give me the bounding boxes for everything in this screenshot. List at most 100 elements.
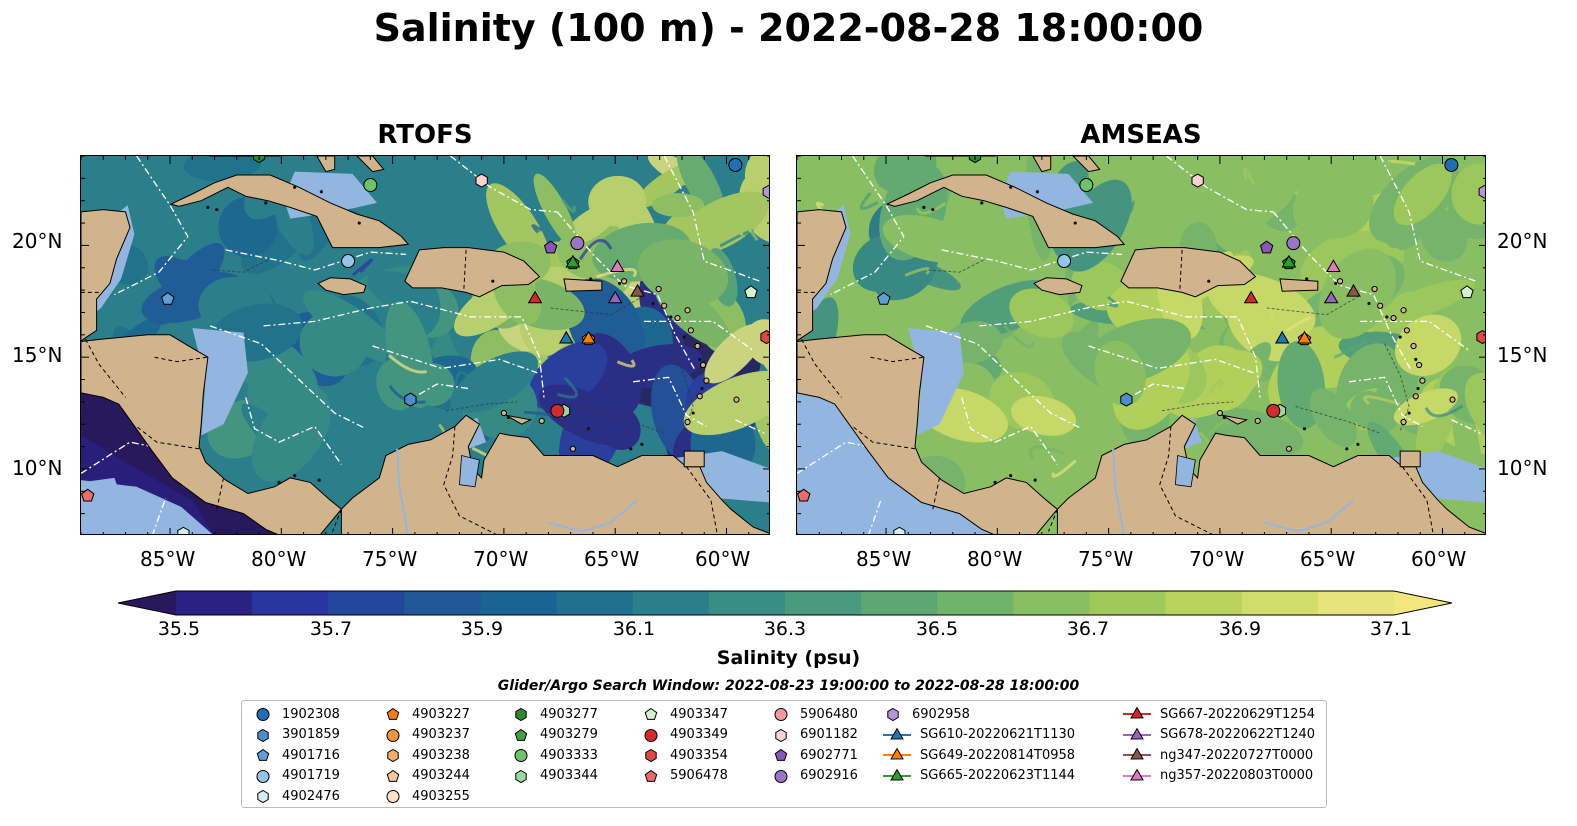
platform-marker-4903349[interactable] [1266, 403, 1281, 418]
legend-marker[interactable] [256, 708, 270, 721]
platform-marker-3901859[interactable] [1120, 392, 1133, 407]
amseas-map[interactable] [796, 155, 1486, 535]
legend-marker[interactable] [256, 748, 270, 761]
legend-marker[interactable] [1130, 747, 1144, 760]
coastal-reef [1398, 335, 1402, 339]
legend-marker[interactable] [386, 728, 400, 742]
platform-marker-4903354[interactable] [1476, 330, 1486, 345]
legend-marker[interactable] [775, 728, 787, 742]
salinity-filament [1424, 404, 1464, 418]
legend-marker[interactable] [386, 707, 400, 720]
platform-marker-4903349[interactable] [550, 403, 565, 418]
legend-label: 4903354 [670, 747, 728, 763]
search-window-caption: Glider/Argo Search Window: 2022-08-23 19… [497, 678, 1080, 694]
legend-marker[interactable] [774, 769, 788, 783]
platform-marker-6902771[interactable] [543, 240, 558, 254]
coastal-reef [1222, 415, 1226, 420]
platform-marker-4902476[interactable] [177, 526, 190, 535]
platform-marker-5906478[interactable] [797, 488, 811, 502]
legend-label: 6902771 [800, 747, 858, 763]
legend-marker[interactable] [890, 747, 904, 760]
platform-marker-SG649-20220814T0958[interactable] [1297, 330, 1312, 344]
platform-marker-6902958[interactable] [1478, 184, 1486, 199]
legend-marker-hexagon-icon [515, 707, 527, 722]
salinity-filament [616, 359, 636, 368]
legend-marker[interactable] [257, 789, 269, 804]
legend-marker[interactable] [386, 769, 400, 782]
legend-marker[interactable] [257, 728, 269, 742]
rtofs-map[interactable] [80, 155, 770, 535]
platform-marker-4903354[interactable] [760, 330, 770, 345]
legend-marker[interactable] [256, 769, 270, 783]
salinity-filament [561, 199, 576, 213]
coastal-reef [1385, 315, 1389, 319]
legend-marker[interactable] [774, 708, 788, 721]
platform-marker-6902958[interactable] [762, 184, 770, 199]
platform-marker-4903333[interactable] [1079, 178, 1094, 193]
salinity-filament [1333, 340, 1367, 359]
platform-marker-4903347[interactable] [1460, 285, 1474, 299]
legend-marker[interactable] [1130, 768, 1144, 781]
legend-marker[interactable] [515, 707, 527, 722]
coastal-reef [293, 474, 297, 478]
island [684, 307, 691, 314]
legend-marker[interactable] [890, 768, 904, 781]
platform-marker-SG678-20220622T1240[interactable] [1323, 290, 1339, 304]
coastal-reef [1414, 357, 1418, 362]
coastal-reef [993, 480, 997, 484]
platform-marker-SG610-20220621T1130[interactable] [1274, 330, 1290, 344]
platform-marker-4903347[interactable] [744, 285, 758, 299]
legend-marker[interactable] [644, 707, 658, 720]
platform-marker-ng347-20220727T0000[interactable] [1346, 283, 1361, 297]
legend-marker[interactable] [514, 749, 528, 762]
platform-marker-4903333[interactable] [363, 178, 378, 193]
platform-marker-ng347-20220727T0000[interactable] [630, 283, 645, 297]
platform-marker-1902308[interactable] [1444, 157, 1459, 172]
salinity-eddy [1094, 340, 1146, 406]
legend-marker[interactable] [1130, 727, 1144, 740]
land-cuba [885, 174, 1126, 249]
country-border [801, 339, 842, 398]
platform-marker-6901182[interactable] [1191, 173, 1204, 188]
platform-marker-6902916[interactable] [1286, 236, 1301, 251]
salinity-filament [595, 268, 637, 279]
platform-marker-SG665-20220623T1144[interactable] [565, 254, 581, 268]
island [1371, 285, 1378, 293]
legend-marker[interactable] [887, 707, 899, 722]
legend-marker[interactable] [387, 748, 399, 763]
colorbar-tick-label: 35.7 [309, 618, 353, 640]
platform-marker-4901719[interactable] [341, 254, 356, 269]
platform-marker-6901182[interactable] [475, 173, 488, 188]
coastal-reef [700, 386, 704, 391]
platform-marker-3901859[interactable] [404, 392, 417, 407]
platform-marker-5906478[interactable] [81, 488, 95, 502]
legend-marker[interactable] [774, 748, 788, 761]
legend-marker[interactable] [644, 728, 658, 742]
platform-marker-SG667-20220629T1254[interactable] [527, 290, 543, 304]
platform-marker-4902476[interactable] [893, 526, 906, 535]
lon-label-left-60: 60°W [695, 547, 751, 571]
platform-marker-ng357-20220803T0000[interactable] [1326, 259, 1341, 272]
legend-label: 4903347 [670, 706, 728, 722]
platform-marker-4901716[interactable] [877, 291, 891, 305]
platform-marker-SG665-20220623T1144[interactable] [1281, 254, 1297, 268]
platform-marker-SG610-20220621T1130[interactable] [558, 330, 574, 344]
platform-marker-4901716[interactable] [161, 291, 175, 305]
platform-marker-6902916[interactable] [570, 236, 585, 251]
platform-marker-SG667-20220629T1254[interactable] [1243, 290, 1259, 304]
legend-marker[interactable] [645, 748, 657, 763]
platform-marker-6902771[interactable] [1259, 240, 1274, 254]
platform-marker-SG649-20220814T0958[interactable] [581, 330, 596, 344]
platform-marker-1902308[interactable] [728, 157, 743, 172]
legend-marker[interactable] [644, 769, 658, 782]
legend-marker[interactable] [890, 727, 904, 740]
legend-marker[interactable] [515, 769, 527, 783]
platform-marker-4901719[interactable] [1057, 254, 1072, 269]
platform-marker-ng357-20220803T0000[interactable] [610, 259, 625, 272]
legend-marker[interactable] [1130, 706, 1144, 719]
platform-marker-SG678-20220622T1240[interactable] [607, 290, 623, 304]
legend-marker[interactable] [386, 790, 400, 803]
legend-item: 4903244 [382, 766, 470, 786]
isobath-contour [579, 405, 665, 434]
legend-marker[interactable] [514, 728, 528, 741]
